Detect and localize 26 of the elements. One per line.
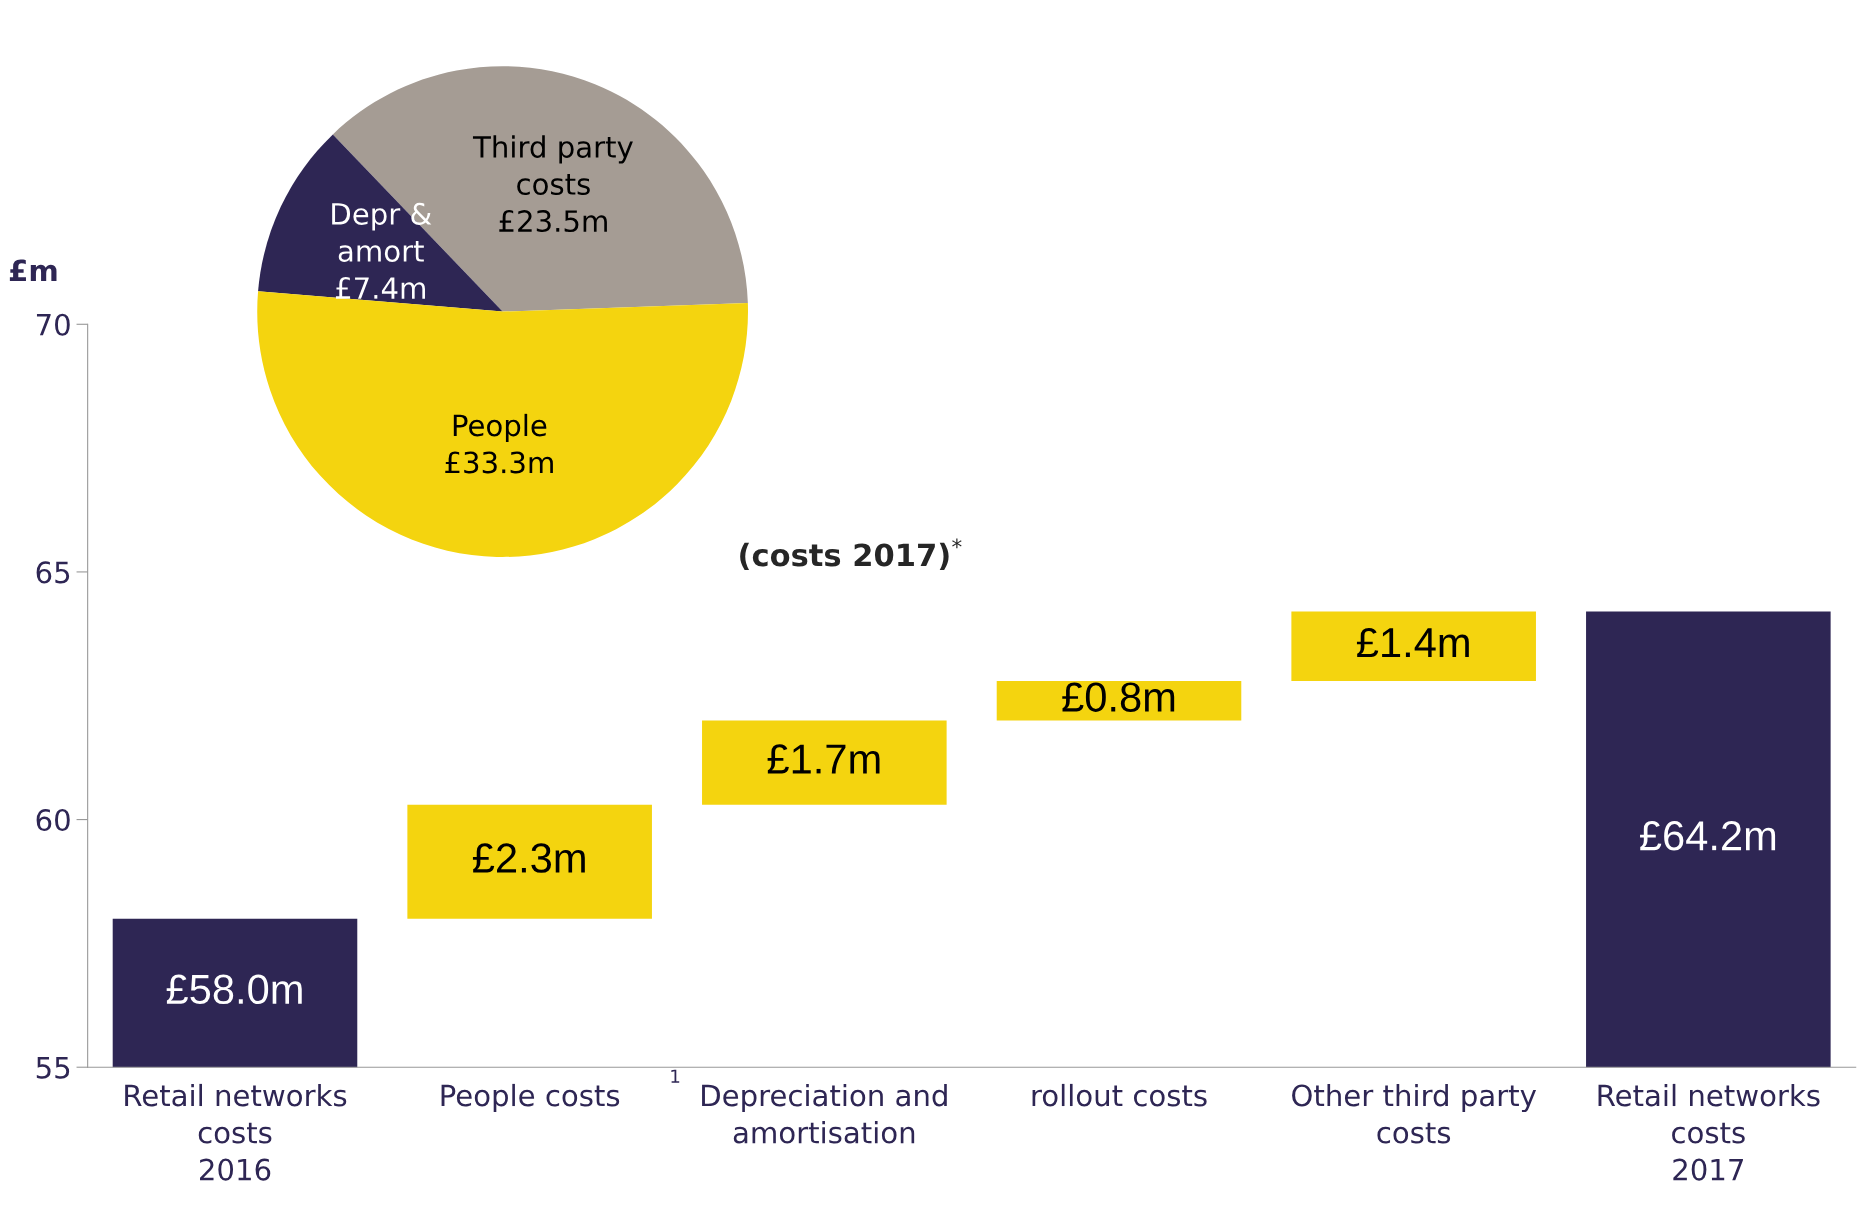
- data-label: £1.4m: [1356, 627, 1469, 657]
- x-tick-label: Retail networks costs 2017: [1598, 1083, 1820, 1181]
- y-tick-label: 70: [36, 313, 70, 336]
- x-tick-label: rollout costs: [1032, 1083, 1207, 1107]
- text: 1: [671, 1069, 680, 1083]
- x-tick-label: Retail networks costs 2016: [125, 1083, 347, 1181]
- slice-label: Depr & amort: [332, 202, 432, 262]
- data-label: £0.8m: [1062, 682, 1175, 712]
- data-label: £23.5m: [499, 210, 607, 233]
- data-label: £7.4m: [335, 277, 425, 299]
- data-label: £33.3m: [445, 451, 553, 474]
- data-label: £2.3m: [472, 843, 585, 873]
- slice-label: Third party costs: [472, 135, 633, 195]
- pie-slice: [332, 66, 748, 312]
- x-tick-label: Other third party costs: [1292, 1083, 1537, 1144]
- y-tick-label: 60: [36, 809, 70, 832]
- x-tick-label: People costs: [441, 1083, 620, 1113]
- data-label: £58.0m: [166, 974, 302, 1005]
- y-axis-title: £m: [9, 259, 57, 282]
- annotation: (costs 2017)$^{*}$: [740, 538, 962, 571]
- x-tick-label: Depreciation and amortisation: [702, 1083, 947, 1144]
- data-label: £64.2m: [1640, 821, 1776, 851]
- y-tick-label: 65: [36, 561, 70, 584]
- data-label: £1.7m: [767, 744, 880, 774]
- slice-label: People: [453, 413, 547, 443]
- y-tick-label: 55: [36, 1057, 70, 1079]
